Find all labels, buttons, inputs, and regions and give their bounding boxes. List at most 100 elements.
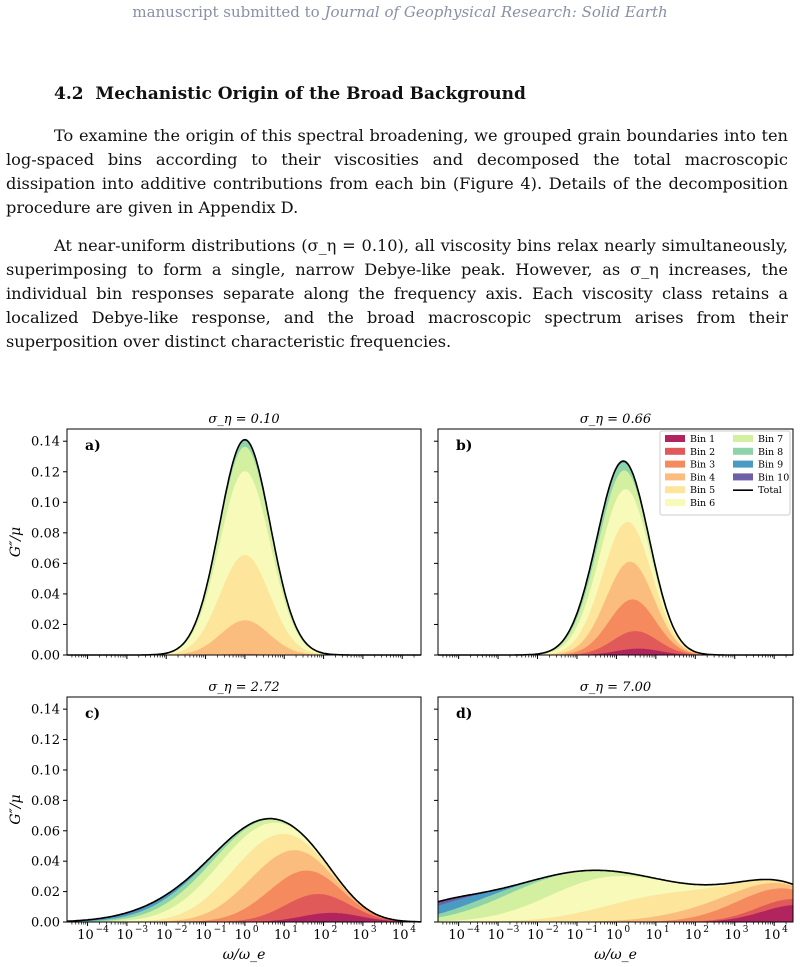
x-tick-label: 10 xyxy=(392,928,409,943)
x-tick-label: 10 xyxy=(724,928,741,943)
bin-5-area xyxy=(67,554,421,655)
x-tick-exponent: 0 xyxy=(253,925,259,935)
bin-1-area xyxy=(67,912,421,922)
legend-swatch xyxy=(733,473,753,481)
section-number: 4.2 xyxy=(54,84,84,104)
bin-1-area xyxy=(438,905,793,922)
y-tick-label: 0.08 xyxy=(31,526,60,541)
panel-frame xyxy=(437,696,794,923)
x-tick-label: 10 xyxy=(488,928,505,943)
x-tick-label: 10 xyxy=(77,928,94,943)
x-tick-exponent: 4 xyxy=(410,925,416,935)
legend-swatch xyxy=(665,499,685,506)
legend-box xyxy=(659,430,791,516)
bin-4-area xyxy=(67,620,421,655)
bin-1-area xyxy=(438,648,793,655)
panel-label: b) xyxy=(456,438,472,454)
section-title: Mechanistic Origin of the Broad Backgrou… xyxy=(95,84,526,104)
panel-title: σ_η = 0.10 xyxy=(208,412,279,427)
x-tick-label: 10 xyxy=(313,928,330,943)
x-tick-label: 10 xyxy=(353,928,370,943)
x-axis-label: ω/ω_e xyxy=(223,947,266,963)
section-heading: 4.2 Mechanistic Origin of the Broad Back… xyxy=(54,84,526,104)
legend-label: Bin 4 xyxy=(690,472,715,483)
y-axis-label: G″/μ xyxy=(8,794,24,824)
x-tick-exponent: −1 xyxy=(214,925,227,935)
x-tick-label: 10 xyxy=(235,928,252,943)
y-tick-label: 0.06 xyxy=(31,824,60,839)
y-tick-label: 0.12 xyxy=(31,733,60,748)
y-tick-label: 0.02 xyxy=(31,885,60,900)
x-tick-label: 10 xyxy=(195,928,212,943)
x-tick-label: 10 xyxy=(117,928,134,943)
paragraph-2: At near-uniform distributions (σ_η = 0.1… xyxy=(6,236,788,351)
y-tick-label: 0.12 xyxy=(31,465,60,480)
panel-label: d) xyxy=(456,706,472,722)
x-tick-exponent: 1 xyxy=(292,925,298,935)
x-tick-exponent: −2 xyxy=(546,925,559,935)
total-line xyxy=(437,869,794,903)
y-tick-label: 0.14 xyxy=(31,703,60,718)
legend-label: Bin 5 xyxy=(690,485,715,496)
legend-swatch xyxy=(733,460,753,468)
x-tick-exponent: 3 xyxy=(371,925,377,935)
x-tick-label: 10 xyxy=(156,928,173,943)
chart-panel-1: 0.00 0.02 0.04 0.06 0.08 0.10 0.12 0.14 σ_η = 0.… xyxy=(8,412,422,664)
y-tick-label: 0.08 xyxy=(31,794,60,809)
paragraph-1: To examine the origin of this spectral b… xyxy=(6,126,788,217)
legend-label: Bin 3 xyxy=(690,460,715,471)
x-tick-exponent: −3 xyxy=(135,925,149,935)
panel-frame xyxy=(66,696,422,923)
panel-title: σ_η = 0.66 xyxy=(580,412,651,427)
x-tick-exponent: −3 xyxy=(506,925,520,935)
panel-frame xyxy=(437,428,794,656)
x-tick-exponent: −1 xyxy=(585,925,598,935)
x-axis-label: ω/ω_e xyxy=(594,947,637,963)
panel-title: σ_η = 7.00 xyxy=(580,680,651,695)
legend-swatch xyxy=(665,473,685,481)
legend-label: Bin 2 xyxy=(690,447,715,458)
x-tick-exponent: 2 xyxy=(703,925,709,935)
y-tick-label: 0.10 xyxy=(31,496,60,511)
x-tick-label: 10 xyxy=(274,928,291,943)
x-tick-exponent: 1 xyxy=(664,925,670,935)
x-tick-exponent: 3 xyxy=(743,925,749,935)
y-tick-label: 0.00 xyxy=(31,649,60,664)
bin-4-area xyxy=(438,882,793,922)
legend-swatch xyxy=(665,460,685,468)
y-tick-label: 0.14 xyxy=(31,435,60,450)
y-axis-label: G″/μ xyxy=(8,527,24,557)
legend-swatch xyxy=(733,435,753,442)
chart-panel-2: σ_η = 0.66 b) xyxy=(434,412,794,659)
bin-4-area xyxy=(438,561,793,655)
legend-swatch xyxy=(733,447,753,455)
x-tick-exponent: −2 xyxy=(174,925,187,935)
y-tick-label: 0.10 xyxy=(31,763,60,778)
legend-label: Bin 8 xyxy=(758,447,783,458)
total-line xyxy=(67,817,421,923)
x-tick-exponent: −4 xyxy=(96,925,110,935)
y-tick-label: 0.04 xyxy=(31,587,60,602)
legend-label: Total xyxy=(758,485,782,496)
x-tick-label: 10 xyxy=(685,928,702,943)
panel-label: a) xyxy=(85,438,101,454)
chart-panel-4: 10 −4 10 −3 10 −2 10 −1 10 0 10 1 10 2 10 3 10 4σ_η = 7.0… xyxy=(434,680,794,963)
x-tick-label: 10 xyxy=(567,928,584,943)
figure-4: 0.00 0.02 0.04 0.06 0.08 0.10 0.12 0.14 σ_η = 0.… xyxy=(8,412,794,963)
y-tick-label: 0.00 xyxy=(31,916,60,931)
bin-3-area xyxy=(67,653,421,655)
x-tick-label: 10 xyxy=(646,928,663,943)
bin-2-area xyxy=(438,631,793,655)
legend-label: Bin 1 xyxy=(690,434,715,445)
legend-label: Bin 7 xyxy=(758,434,783,445)
y-tick-label: 0.04 xyxy=(31,855,60,870)
y-tick-label: 0.02 xyxy=(31,618,60,633)
running-header: manuscript submitted to Journal of Geoph… xyxy=(132,3,668,21)
x-tick-exponent: 4 xyxy=(782,925,788,935)
bin-3-area xyxy=(438,599,793,655)
panel-label: c) xyxy=(85,706,100,722)
legend-swatch xyxy=(665,447,685,455)
x-tick-label: 10 xyxy=(606,928,623,943)
